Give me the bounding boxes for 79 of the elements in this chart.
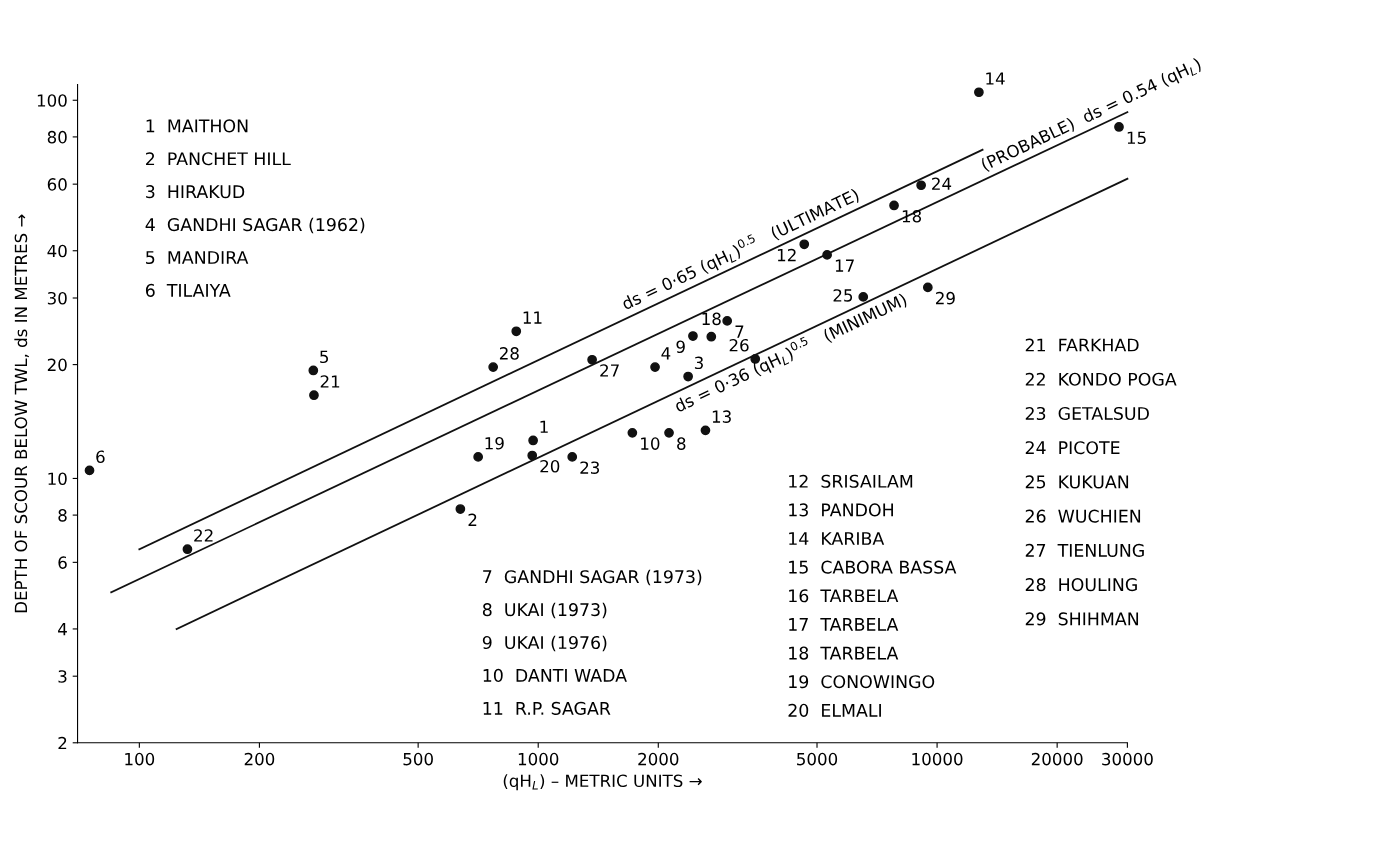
annotation: 14 [986, 72, 1005, 85]
annotation: 6 [96, 450, 105, 464]
annotation: 9 [676, 340, 685, 354]
y-tick-label: 30 [47, 291, 67, 305]
y-axis-title: DEPTH OF SCOUR BELOW TWL, ds IN METRES → [14, 214, 29, 613]
annotation: 25 KUKUAN [1025, 475, 1129, 489]
annotation: 22 [194, 529, 213, 542]
annotation: 12 [777, 248, 796, 262]
annotation: 24 [932, 177, 952, 190]
x-tick-label: 1000 [518, 752, 559, 766]
annotation: 8 UKAI (1973) [482, 602, 607, 619]
annotation: 18 [702, 312, 721, 326]
x-tick-label: 2000 [638, 752, 679, 766]
y-tick-label: 4 [58, 623, 67, 636]
y-tick-label: 2 [58, 736, 67, 750]
annotation: 19 CONOWINGO [789, 675, 935, 689]
annotation: 24 PICOTE [1025, 441, 1120, 455]
annotation: 9 UKAI (1976) [482, 635, 607, 652]
annotation: 3 HIRAKUD [146, 185, 245, 199]
annotation: 29 SHIHMAN [1025, 612, 1139, 626]
annotation: 13 [712, 410, 731, 423]
annotation: 21 FARKHAD [1025, 338, 1139, 352]
annotation: 8 [677, 437, 686, 450]
annotation: 11 R.P. SAGAR [483, 701, 611, 715]
y-tick-label: 20 [47, 358, 67, 372]
annotation: 12 SRISAILAM [789, 474, 913, 488]
annotation: 18 TARBELA [789, 646, 899, 660]
x-tick-label: 100 [125, 752, 155, 766]
annotation: 6 TILAIYA [145, 283, 231, 297]
annotation: 4 GANDHI SAGAR (1962) [145, 217, 365, 234]
annotation: 2 PANCHET HILL [146, 152, 291, 166]
y-tick-label: 6 [58, 556, 67, 569]
annotation: 10 [641, 437, 660, 450]
annotation: 11 [523, 311, 542, 324]
annotation: 2 [468, 513, 477, 526]
annotation: 15 CABORA BASSA [789, 560, 957, 574]
annotation: 28 [499, 347, 519, 360]
y-tick-label: 60 [47, 178, 67, 191]
annotation: 17 [835, 259, 854, 272]
x-tick-label: 10000 [912, 752, 963, 766]
annotation: 23 [580, 461, 600, 474]
annotation: 27 [600, 364, 619, 377]
annotation: 7 GANDHI SAGAR (1973) [483, 569, 702, 586]
x-tick-label: 20000 [1031, 752, 1083, 766]
x-axis-title: (qH$_{L}$) – METRIC UNITS → [503, 774, 702, 791]
annotation: 26 WUCHIEN [1025, 509, 1141, 523]
annotation: 14 KARIBA [789, 532, 885, 545]
x-tick-label: 30000 [1102, 752, 1153, 766]
annotation: 15 [1127, 131, 1146, 145]
annotation: 29 [936, 291, 955, 305]
annotation: 23 GETALSUD [1025, 406, 1149, 421]
annotation: 16 TARBELA [789, 589, 899, 603]
annotation: 26 [729, 338, 749, 352]
x-tick-label: 500 [403, 752, 433, 766]
annotation: 3 [694, 356, 703, 370]
annotation: 21 [320, 375, 340, 388]
y-tick-label: 40 [47, 244, 67, 258]
annotation: 7 [735, 325, 744, 338]
annotation: 20 [540, 459, 560, 473]
annotation: 20 ELMALI [788, 703, 881, 717]
y-tick-label: 8 [58, 509, 67, 522]
annotation: 5 MANDIRA [146, 251, 249, 265]
annotation: 28 HOULING [1025, 578, 1137, 592]
y-tick-label: 10 [48, 472, 67, 486]
y-tick-label: 100 [37, 94, 67, 107]
annotation: 1 MAITHON [146, 119, 248, 133]
annotation: 5 [320, 350, 329, 364]
x-tick-label: 200 [244, 752, 275, 766]
annotation: 27 TIENLUNG [1025, 543, 1144, 557]
annotation: 17 TARBELA [789, 618, 899, 631]
annotation: 1 [540, 420, 548, 433]
annotation: 10 DANTI WADA [483, 668, 627, 683]
x-tick-label: 5000 [797, 752, 838, 766]
annotation: 13 PANDOH [789, 503, 893, 517]
annotation: 19 [485, 436, 504, 450]
y-tick-label: 3 [58, 670, 67, 683]
annotation: 4 [661, 347, 671, 360]
y-tick-label: 80 [47, 130, 67, 144]
annotation: 22 KONDO POGA [1025, 372, 1177, 386]
